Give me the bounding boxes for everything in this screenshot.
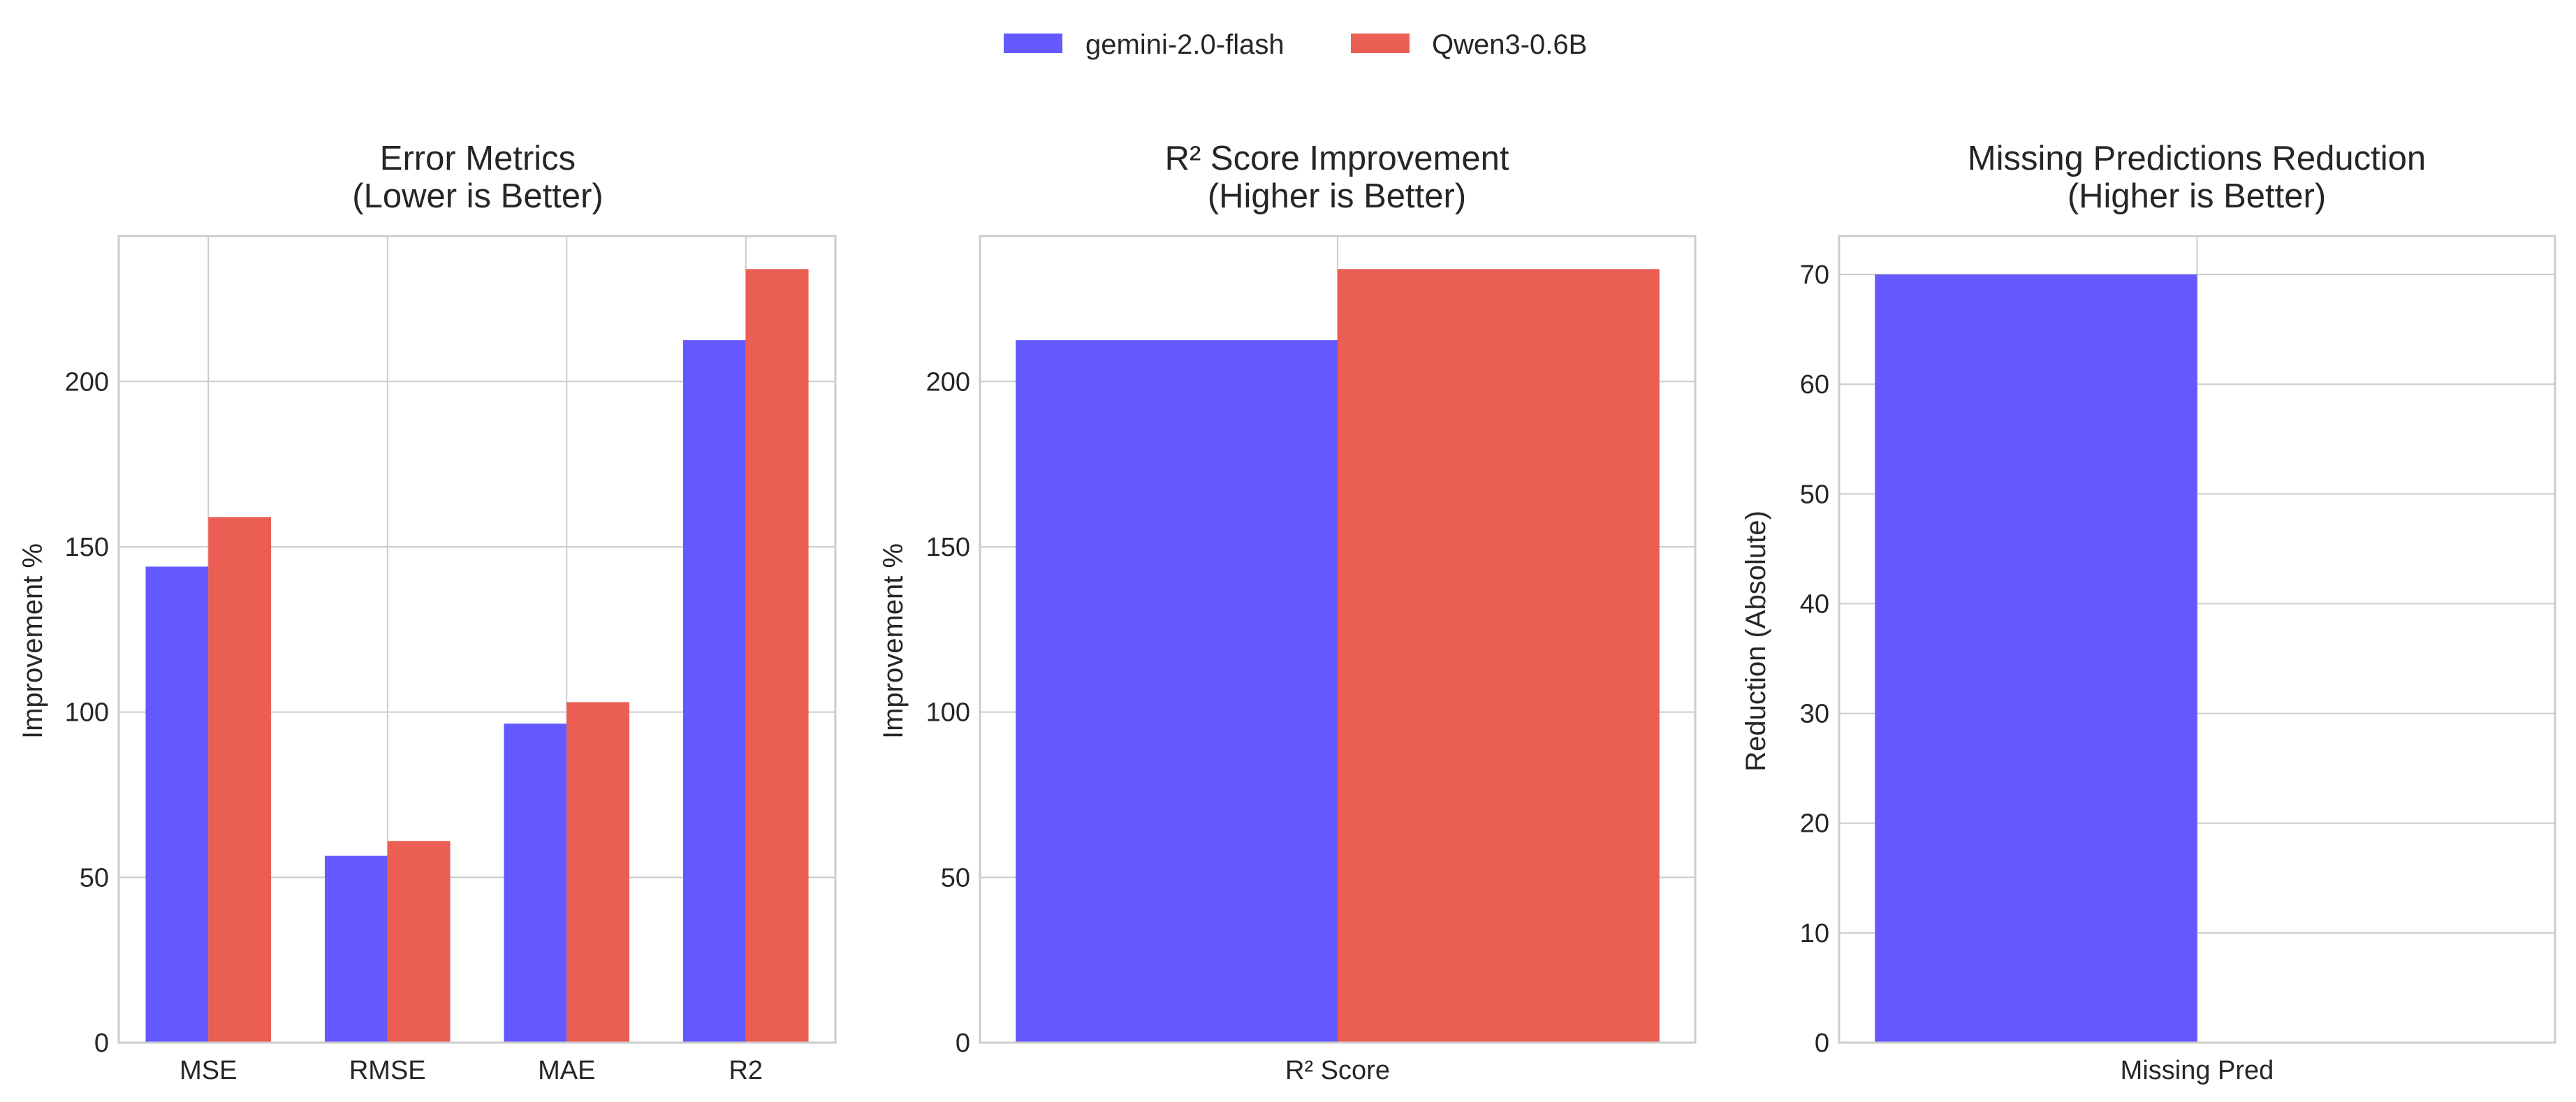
y-tick-label: 50: [941, 863, 970, 892]
y-tick-label: 200: [926, 367, 970, 397]
y-axis-label: Improvement %: [17, 543, 48, 739]
legend-label-gemini: gemini-2.0-flash: [1085, 29, 1285, 60]
y-tick-label: 0: [94, 1029, 109, 1058]
x-tick-label: MAE: [538, 1056, 595, 1085]
bar: [504, 723, 567, 1043]
bar: [387, 841, 451, 1043]
y-axis-label: Reduction (Absolute): [1741, 510, 1771, 772]
y-tick-label: 0: [956, 1029, 970, 1058]
chart-title-line1: R² Score Improvement: [1165, 140, 1509, 177]
x-tick-label: MSE: [180, 1056, 237, 1085]
y-tick-label: 0: [1815, 1029, 1829, 1058]
y-tick-label: 40: [1800, 589, 1829, 619]
plot-frame: [117, 235, 837, 1044]
r2-score-chart: R² Score Improvement (Higher is Better) …: [878, 140, 1697, 1085]
bar: [1875, 274, 2197, 1043]
y-tick-label: 150: [65, 533, 109, 562]
bar: [1338, 269, 1660, 1043]
y-tick-label: 30: [1800, 700, 1829, 729]
x-tick-label: Missing Pred: [2121, 1056, 2274, 1085]
plot-frame: [979, 235, 1697, 1044]
chart-title-line1: Missing Predictions Reduction: [1968, 140, 2426, 177]
bar: [145, 566, 209, 1043]
legend: gemini-2.0-flash Qwen3-0.6B: [1004, 29, 1587, 60]
y-tick-label: 150: [926, 533, 970, 562]
y-tick-label: 100: [65, 698, 109, 728]
bar: [745, 269, 809, 1043]
missing-predictions-chart: Missing Predictions Reduction (Higher is…: [1741, 140, 2556, 1085]
y-tick-label: 70: [1800, 260, 1829, 290]
chart-title-line2: (Higher is Better): [1208, 177, 1466, 215]
chart-title-line2: (Higher is Better): [2068, 177, 2326, 215]
bar: [208, 517, 272, 1043]
bar: [1016, 340, 1338, 1043]
legend-swatch-qwen: [1351, 34, 1410, 53]
y-tick-label: 200: [65, 367, 109, 397]
plot-frame: [1838, 235, 2556, 1044]
y-axis-label: Improvement %: [878, 543, 909, 739]
x-tick-label: R² Score: [1285, 1056, 1390, 1085]
y-tick-label: 60: [1800, 370, 1829, 399]
bar: [682, 340, 746, 1043]
error-metrics-chart: Error Metrics (Lower is Better) Improvem…: [17, 140, 837, 1085]
bar: [566, 702, 630, 1043]
chart-title-line1: Error Metrics: [380, 140, 576, 177]
legend-swatch-gemini: [1004, 34, 1062, 53]
chart-title-line2: (Lower is Better): [352, 177, 603, 215]
bar: [324, 855, 388, 1043]
y-tick-label: 50: [80, 863, 109, 892]
y-tick-label: 20: [1800, 809, 1829, 839]
y-tick-label: 50: [1800, 480, 1829, 509]
legend-label-qwen: Qwen3-0.6B: [1432, 29, 1587, 60]
y-tick-label: 10: [1800, 919, 1829, 948]
y-tick-label: 100: [926, 698, 970, 728]
x-tick-label: R2: [729, 1056, 763, 1085]
x-tick-label: RMSE: [349, 1056, 426, 1085]
